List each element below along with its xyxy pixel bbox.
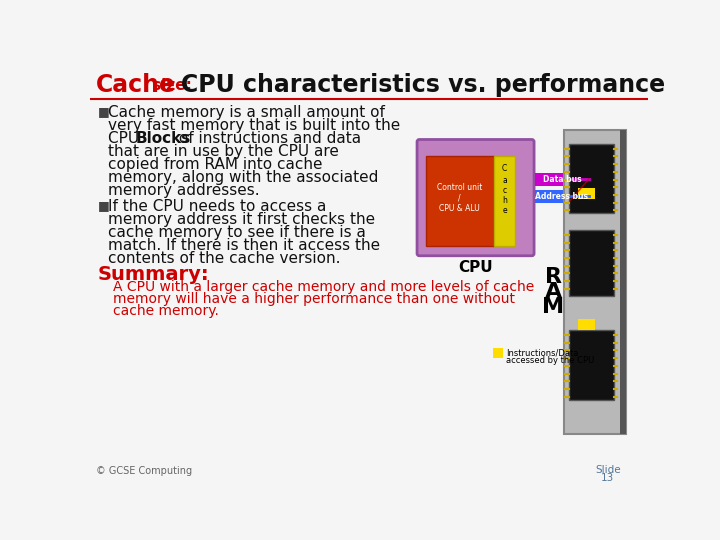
- Text: Slide: Slide: [595, 465, 621, 475]
- Bar: [535, 190, 589, 204]
- Text: c: c: [503, 186, 507, 195]
- Bar: [569, 330, 614, 400]
- Bar: [493, 348, 503, 358]
- Text: Instructions/Data: Instructions/Data: [506, 348, 579, 357]
- Text: that are in use by the CPU are: that are in use by the CPU are: [108, 144, 338, 159]
- Text: Cache memory is a small amount of: Cache memory is a small amount of: [108, 105, 384, 120]
- Text: cache memory.: cache memory.: [113, 303, 219, 318]
- Bar: [569, 231, 614, 296]
- Text: Control unit: Control unit: [437, 184, 482, 192]
- Text: Summary:: Summary:: [98, 265, 210, 284]
- Text: memory address it first checks the: memory address it first checks the: [108, 212, 375, 227]
- Text: copied from RAM into cache: copied from RAM into cache: [108, 157, 323, 172]
- Bar: [426, 156, 494, 246]
- Bar: [620, 130, 626, 434]
- Text: Cache: Cache: [96, 73, 176, 97]
- Text: CPU & ALU: CPU & ALU: [439, 204, 480, 213]
- Text: C: C: [502, 164, 508, 173]
- Bar: [578, 319, 595, 330]
- Bar: [535, 173, 589, 186]
- Bar: [569, 144, 614, 213]
- Text: If the CPU needs to access a: If the CPU needs to access a: [108, 199, 326, 214]
- Text: Blocks: Blocks: [136, 131, 191, 146]
- Text: © GCSE Computing: © GCSE Computing: [96, 466, 192, 476]
- Bar: [564, 130, 626, 434]
- Text: R: R: [545, 267, 562, 287]
- Text: M: M: [542, 298, 564, 318]
- Text: A: A: [545, 282, 562, 302]
- Text: e: e: [503, 206, 507, 215]
- Text: Data bus: Data bus: [543, 174, 581, 184]
- Text: match. If there is then it access the: match. If there is then it access the: [108, 238, 380, 253]
- Text: CPU.: CPU.: [108, 131, 149, 146]
- Text: CPU characteristics vs. performance: CPU characteristics vs. performance: [181, 73, 665, 97]
- Text: memory addresses.: memory addresses.: [108, 184, 259, 198]
- FancyBboxPatch shape: [417, 139, 534, 256]
- Text: cache memory to see if there is a: cache memory to see if there is a: [108, 225, 366, 240]
- Text: 13: 13: [601, 473, 614, 483]
- Text: a: a: [503, 176, 507, 185]
- Bar: [578, 188, 595, 199]
- Bar: [494, 156, 516, 246]
- Text: accessed by the CPU: accessed by the CPU: [506, 356, 595, 365]
- Text: memory will have a higher performance than one without: memory will have a higher performance th…: [113, 292, 516, 306]
- Text: CPU: CPU: [458, 260, 492, 275]
- Text: h: h: [502, 196, 507, 205]
- Text: size:: size:: [148, 78, 197, 93]
- Text: ■: ■: [98, 105, 109, 118]
- Text: ■: ■: [98, 199, 109, 212]
- Text: /: /: [459, 193, 461, 202]
- Text: A CPU with a larger cache memory and more levels of cache: A CPU with a larger cache memory and mor…: [113, 280, 534, 294]
- Text: memory, along with the associated: memory, along with the associated: [108, 170, 378, 185]
- Text: contents of the cache version.: contents of the cache version.: [108, 251, 341, 266]
- Text: Address bus: Address bus: [536, 192, 588, 201]
- Text: very fast memory that is built into the: very fast memory that is built into the: [108, 118, 400, 133]
- Text: of instructions and data: of instructions and data: [174, 131, 361, 146]
